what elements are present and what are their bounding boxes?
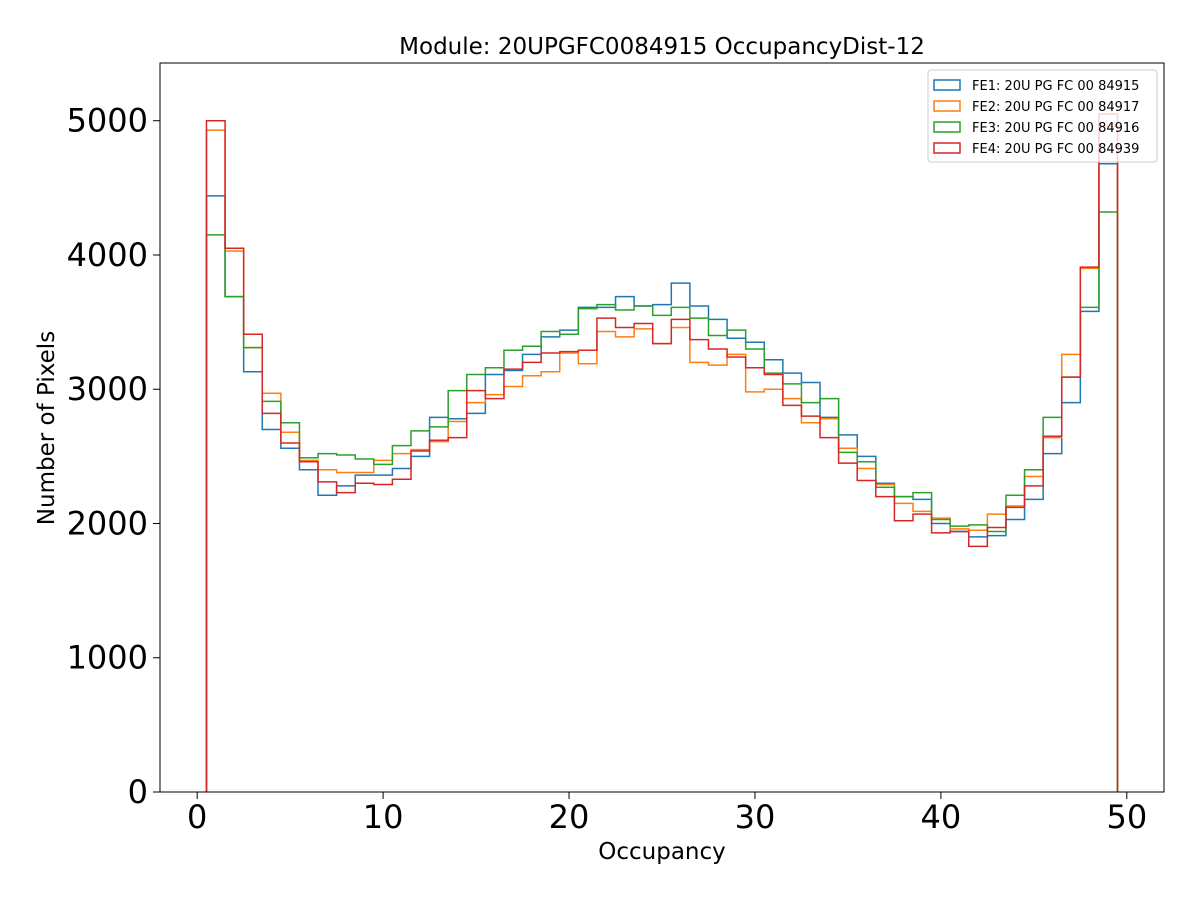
x-axis: 0 10 20 30 40 50 [187,792,1147,836]
series-layer [205,113,1119,792]
series-4-line [205,113,1119,792]
legend-label: FE3: 20U PG FC 00 84916 [972,121,1139,136]
legend-swatch [933,142,961,154]
series-3-line [205,211,1119,792]
y-axis: 0 1000 2000 3000 4000 5000 [67,102,160,811]
y-axis-label: Number of Pixels [34,331,60,525]
chart-title: Module: 20UPGFC0084915 OccupancyDist-12 [399,34,925,60]
legend-swatch [933,100,961,112]
legend: FE1: 20U PG FC 00 84915 FE2: 20U PG FC 00… [927,69,1158,163]
y-tick-label: 4000 [67,236,148,274]
legend-swatch [933,79,961,91]
x-axis-label: Occupancy [598,839,726,865]
x-tick-label: 50 [1106,798,1147,836]
series-2-line [205,125,1119,792]
y-tick-label: 3000 [67,370,148,408]
x-tick-label: 30 [735,798,776,836]
y-tick-label: 0 [128,773,148,811]
legend-box [927,69,1158,163]
x-tick-label: 40 [921,798,962,836]
legend-swatch [933,121,961,133]
legend-label: FE1: 20U PG FC 00 84915 [972,79,1139,94]
x-tick-label: 0 [187,798,207,836]
y-tick-label: 2000 [67,504,148,542]
y-tick-label: 5000 [67,102,148,140]
legend-label: FE2: 20U PG FC 00 84917 [972,100,1139,115]
series-1-line [205,162,1119,792]
x-tick-label: 20 [549,798,590,836]
legend-label: FE4: 20U PG FC 00 84939 [972,142,1139,157]
x-tick-label: 10 [363,798,404,836]
plot-frame [159,62,1165,793]
y-tick-label: 1000 [67,639,148,677]
